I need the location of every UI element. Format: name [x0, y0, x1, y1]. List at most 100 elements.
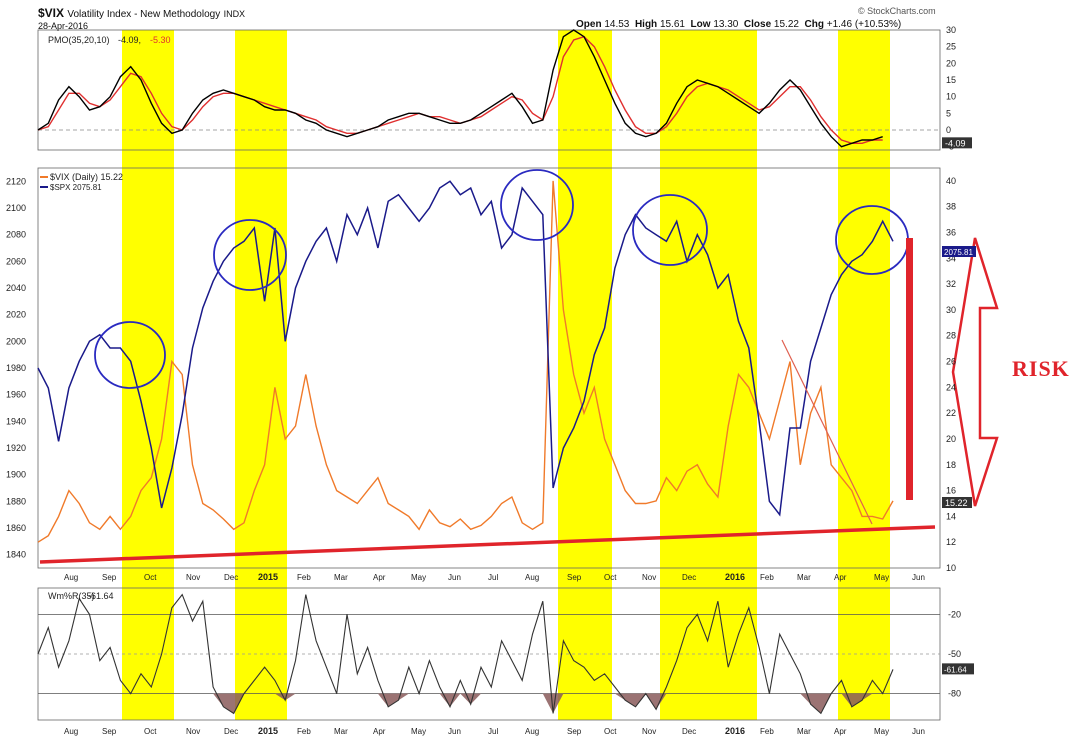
- close-label: Close: [744, 19, 771, 30]
- risk-label: RISK: [1012, 356, 1070, 382]
- spx-tick-label: 1940: [6, 416, 26, 426]
- wmr-tick-label: -20: [948, 609, 961, 619]
- vix-tick-label: 24: [946, 382, 956, 392]
- pmo-legend-main-value: -4.09,: [118, 35, 141, 45]
- x-tick-label-bottom: Aug: [525, 727, 539, 736]
- x-tick-label: Dec: [224, 573, 238, 582]
- spx-legend-label: $SPX 2075.81: [50, 183, 102, 192]
- spx-tick-label: 2060: [6, 256, 26, 266]
- spx-tick-label: 2080: [6, 230, 26, 240]
- x-tick-label-bottom: Oct: [144, 727, 157, 736]
- vix-tick-label: 30: [946, 305, 956, 315]
- spx-tick-label: 2020: [6, 310, 26, 320]
- x-tick-label: Nov: [186, 573, 200, 582]
- x-tick-label: Nov: [642, 573, 656, 582]
- x-tick-label-bottom: May: [874, 727, 889, 736]
- wmr-tick-label: -80: [948, 689, 961, 699]
- vix-tick-label: 28: [946, 331, 956, 341]
- x-tick-label-bottom: 2016: [725, 726, 745, 736]
- x-tick-label-bottom: Dec: [682, 727, 696, 736]
- pmo-tick-label: 10: [946, 92, 956, 102]
- x-tick-label-bottom: Mar: [334, 727, 348, 736]
- pmo-legend-signal-value: -5.30: [150, 35, 171, 45]
- index-name: Volatility Index - New Methodology: [67, 9, 220, 20]
- vix-tick-label: 38: [946, 202, 956, 212]
- spx-tick-label: 2000: [6, 336, 26, 346]
- spx-tick-label: 1840: [6, 550, 26, 560]
- x-tick-label-bottom: Sep: [567, 727, 582, 736]
- vix-tick-label: 14: [946, 511, 956, 521]
- credit: © StockCharts.com: [858, 6, 936, 16]
- pmo-tick-label: 5: [946, 108, 951, 118]
- chg-label: Chg: [805, 19, 824, 30]
- x-tick-label: Dec: [682, 573, 696, 582]
- chg-value: +1.46 (+10.53%): [827, 19, 902, 30]
- highlight-band-1: [235, 30, 287, 720]
- highlight-band-3: [660, 30, 757, 720]
- spx-tick-label: 1880: [6, 496, 26, 506]
- x-tick-label: Apr: [373, 573, 386, 582]
- symbol: $VIX: [38, 6, 64, 20]
- close-value: 15.22: [774, 19, 799, 30]
- x-tick-label: Oct: [144, 573, 157, 582]
- spx-tick-label: 2100: [6, 203, 26, 213]
- x-tick-label: Mar: [334, 573, 348, 582]
- x-tick-label: Mar: [797, 573, 811, 582]
- spx-tick-label: 1980: [6, 363, 26, 373]
- x-tick-label-bottom: May: [411, 727, 426, 736]
- x-tick-label: May: [411, 573, 426, 582]
- x-tick-label-bottom: 2015: [258, 726, 278, 736]
- vix-last-value-text: 15.22: [945, 498, 968, 508]
- wmr-legend-value: -61.64: [88, 591, 114, 601]
- exchange: INDX: [224, 9, 246, 19]
- x-tick-label: May: [874, 573, 889, 582]
- spx-tick-label: 1920: [6, 443, 26, 453]
- spx-tick-label: 1900: [6, 470, 26, 480]
- pmo-tick-label: 25: [946, 42, 956, 52]
- risk-bar: [906, 238, 913, 500]
- high-label: High: [635, 19, 657, 30]
- vix-tick-label: 20: [946, 434, 956, 444]
- pmo-last-value-text: -4.09: [945, 138, 966, 148]
- vix-tick-label: 32: [946, 279, 956, 289]
- vix-tick-label: 10: [946, 563, 956, 573]
- x-tick-label-bottom: Feb: [297, 727, 311, 736]
- x-tick-label: Feb: [297, 573, 311, 582]
- x-tick-label-bottom: Mar: [797, 727, 811, 736]
- spx-tick-label: 1860: [6, 523, 26, 533]
- vix-tick-label: 22: [946, 408, 956, 418]
- x-tick-label: Aug: [525, 573, 539, 582]
- x-tick-label-bottom: Apr: [373, 727, 386, 736]
- spx-tick-label: 1960: [6, 390, 26, 400]
- x-tick-label: Aug: [64, 573, 78, 582]
- x-tick-label-bottom: Jun: [912, 727, 925, 736]
- wmr-last-value-text: -61.64: [944, 665, 967, 674]
- x-tick-label: 2015: [258, 572, 278, 582]
- x-tick-label-bottom: Jul: [488, 727, 498, 736]
- x-tick-label-bottom: Apr: [834, 727, 847, 736]
- x-tick-label-bottom: Oct: [604, 727, 617, 736]
- vix-tick-label: 12: [946, 537, 956, 547]
- vix-tick-label: 26: [946, 357, 956, 367]
- highlight-band-0: [122, 30, 174, 720]
- x-tick-label: Feb: [760, 573, 774, 582]
- x-tick-label: Apr: [834, 573, 847, 582]
- x-tick-label-bottom: Sep: [102, 727, 117, 736]
- low-value: 13.30: [713, 19, 738, 30]
- x-tick-label: Sep: [102, 573, 117, 582]
- open-value: 14.53: [604, 19, 629, 30]
- wmr-tick-label: -50: [948, 649, 961, 659]
- pmo-tick-label: 30: [946, 25, 956, 35]
- vix-tick-label: 40: [946, 176, 956, 186]
- risk-arrow: [953, 238, 997, 506]
- x-tick-label-bottom: Jun: [448, 727, 461, 736]
- yellow-highlight-bands: [122, 30, 890, 720]
- vix-tick-label: 36: [946, 228, 956, 238]
- x-tick-label: Oct: [604, 573, 617, 582]
- open-label: Open: [576, 19, 602, 30]
- vix-tick-label: 18: [946, 460, 956, 470]
- x-tick-label-bottom: Aug: [64, 727, 78, 736]
- highlight-band-4: [838, 30, 890, 720]
- spx-tick-label: 2120: [6, 176, 26, 186]
